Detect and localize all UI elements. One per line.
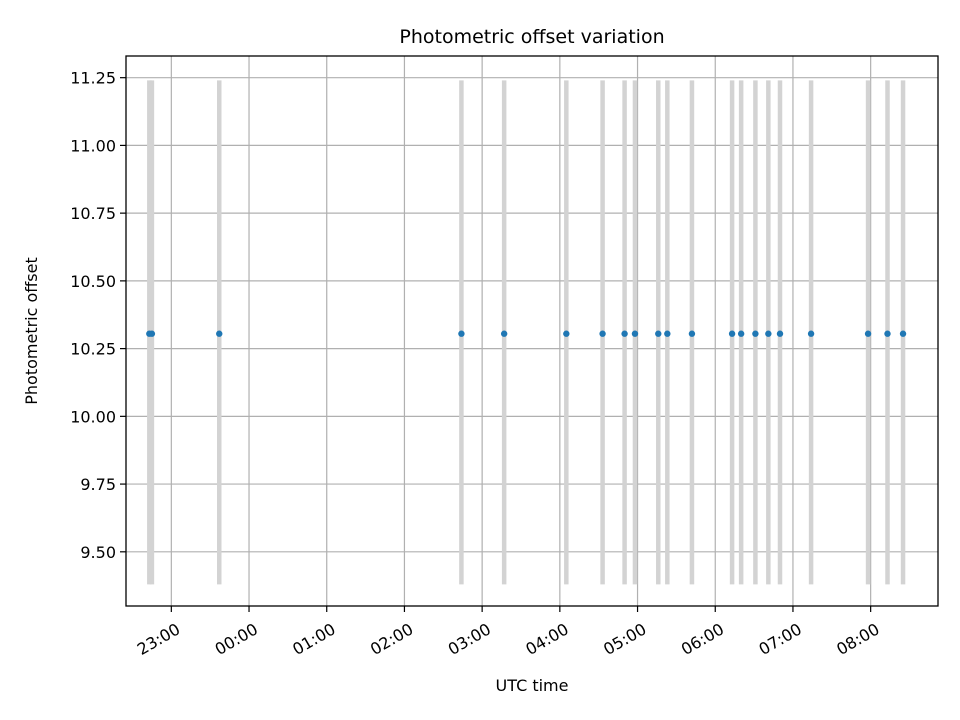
data-point [148, 330, 156, 337]
y-tick-label: 10.25 [70, 340, 116, 359]
data-point [752, 330, 759, 337]
data-point [664, 330, 671, 337]
data-point [899, 330, 907, 337]
data-point [631, 330, 639, 337]
plot-frame [125, 55, 939, 607]
data-point [737, 330, 745, 337]
grid [126, 56, 938, 606]
data-point [728, 330, 736, 337]
data-points [146, 330, 907, 337]
data-point [458, 330, 465, 337]
y-tick-label: 11.25 [70, 69, 116, 88]
y-tick-label: 9.50 [80, 543, 116, 562]
data-point [216, 330, 223, 337]
data-point [500, 330, 508, 337]
data-point [621, 330, 628, 337]
y-tick-label: 9.75 [80, 475, 116, 494]
x-axis-label: UTC time [496, 676, 569, 695]
data-point [765, 330, 772, 337]
y-tick-label: 10.00 [70, 407, 116, 426]
data-point [776, 330, 784, 337]
chart-title: Photometric offset variation [399, 26, 664, 48]
y-axis-label: Photometric offset [22, 257, 41, 405]
data-point [655, 330, 662, 337]
y-tick-label: 10.75 [70, 204, 116, 223]
data-point [807, 330, 815, 337]
data-point [599, 330, 606, 337]
data-point [884, 330, 891, 337]
y-axis-ticks: 9.50 9.75 10.00 10.25 10.50 10.75 11.00 11.25 [70, 69, 126, 562]
y-tick-label: 11.00 [70, 136, 116, 155]
data-point [688, 330, 696, 337]
y-tick-label: 10.50 [70, 272, 116, 291]
data-point [864, 330, 872, 337]
data-point [563, 330, 570, 337]
